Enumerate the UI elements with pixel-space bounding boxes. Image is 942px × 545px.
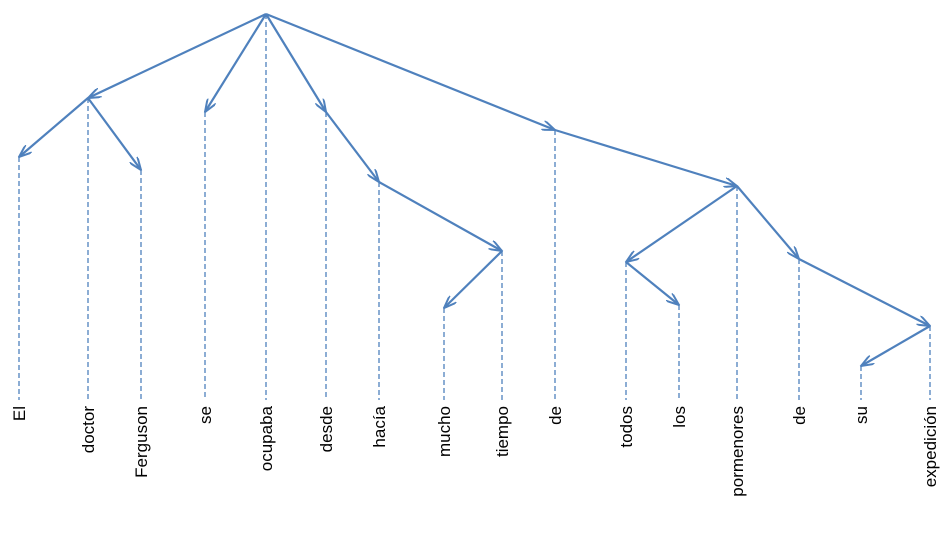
word-expedicion: expedición [921,406,940,487]
arc-ocupaba-to-desde [265,13,326,112]
word-El: El [10,406,29,421]
arc-ocupaba-to-doctor [88,13,267,98]
word-desde: desde [317,406,336,452]
arc-pormenores-to-de2 [736,185,799,259]
arc-desde-to-hacia [325,111,379,182]
arc-ocupaba-to-se [205,13,267,112]
arc-de2-to-expedicion [798,258,930,326]
arc-pormenores-to-todos [626,185,738,262]
word-pormenores: pormenores [728,406,747,497]
word-todos: todos [617,406,636,448]
word-Ferguson: Ferguson [132,406,151,478]
arc-tiempo-to-mucho [444,250,503,308]
word-mucho: mucho [435,406,454,457]
word-labels: El doctor Ferguson se ocupaba desde hacía mucho… [10,405,940,496]
word-tiempo: tiempo [493,406,512,457]
arc-doctor-to-El [19,97,89,157]
word-hacia: hacía [370,405,389,447]
word-los: los [670,406,689,428]
arc-todos-to-los [625,261,679,305]
word-doctor: doctor [79,406,98,454]
word-su: su [852,406,871,424]
arc-hacia-to-tiempo [378,181,502,251]
dependency-arcs [19,12,931,366]
word-de1: de [546,406,565,425]
word-se: se [196,406,215,424]
word-ocupaba: ocupaba [257,405,276,471]
projection-lines [18,14,931,400]
arc-expedicion-to-su [861,325,931,366]
word-de2: de [790,406,809,425]
arc-ocupaba-to-de1 [265,12,555,130]
arc-de1-to-pormenores [554,128,737,186]
arc-doctor-to-Ferguson [87,97,141,170]
